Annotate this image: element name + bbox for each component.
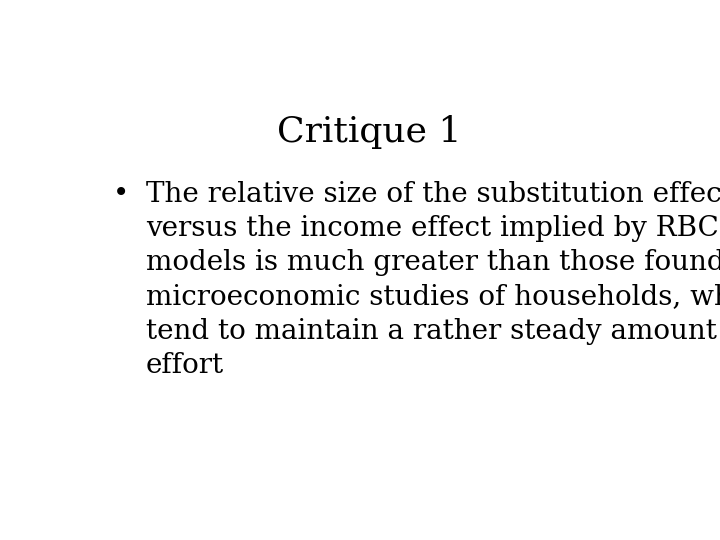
Text: •: • bbox=[112, 181, 129, 208]
Text: models is much greater than those found from: models is much greater than those found … bbox=[145, 249, 720, 276]
Text: tend to maintain a rather steady amount of: tend to maintain a rather steady amount … bbox=[145, 318, 720, 345]
Text: microeconomic studies of households, who: microeconomic studies of households, who bbox=[145, 284, 720, 310]
Text: versus the income effect implied by RBC: versus the income effect implied by RBC bbox=[145, 215, 719, 242]
Text: Critique 1: Critique 1 bbox=[276, 114, 462, 148]
Text: The relative size of the substitution effect: The relative size of the substitution ef… bbox=[145, 181, 720, 208]
Text: effort: effort bbox=[145, 352, 224, 379]
